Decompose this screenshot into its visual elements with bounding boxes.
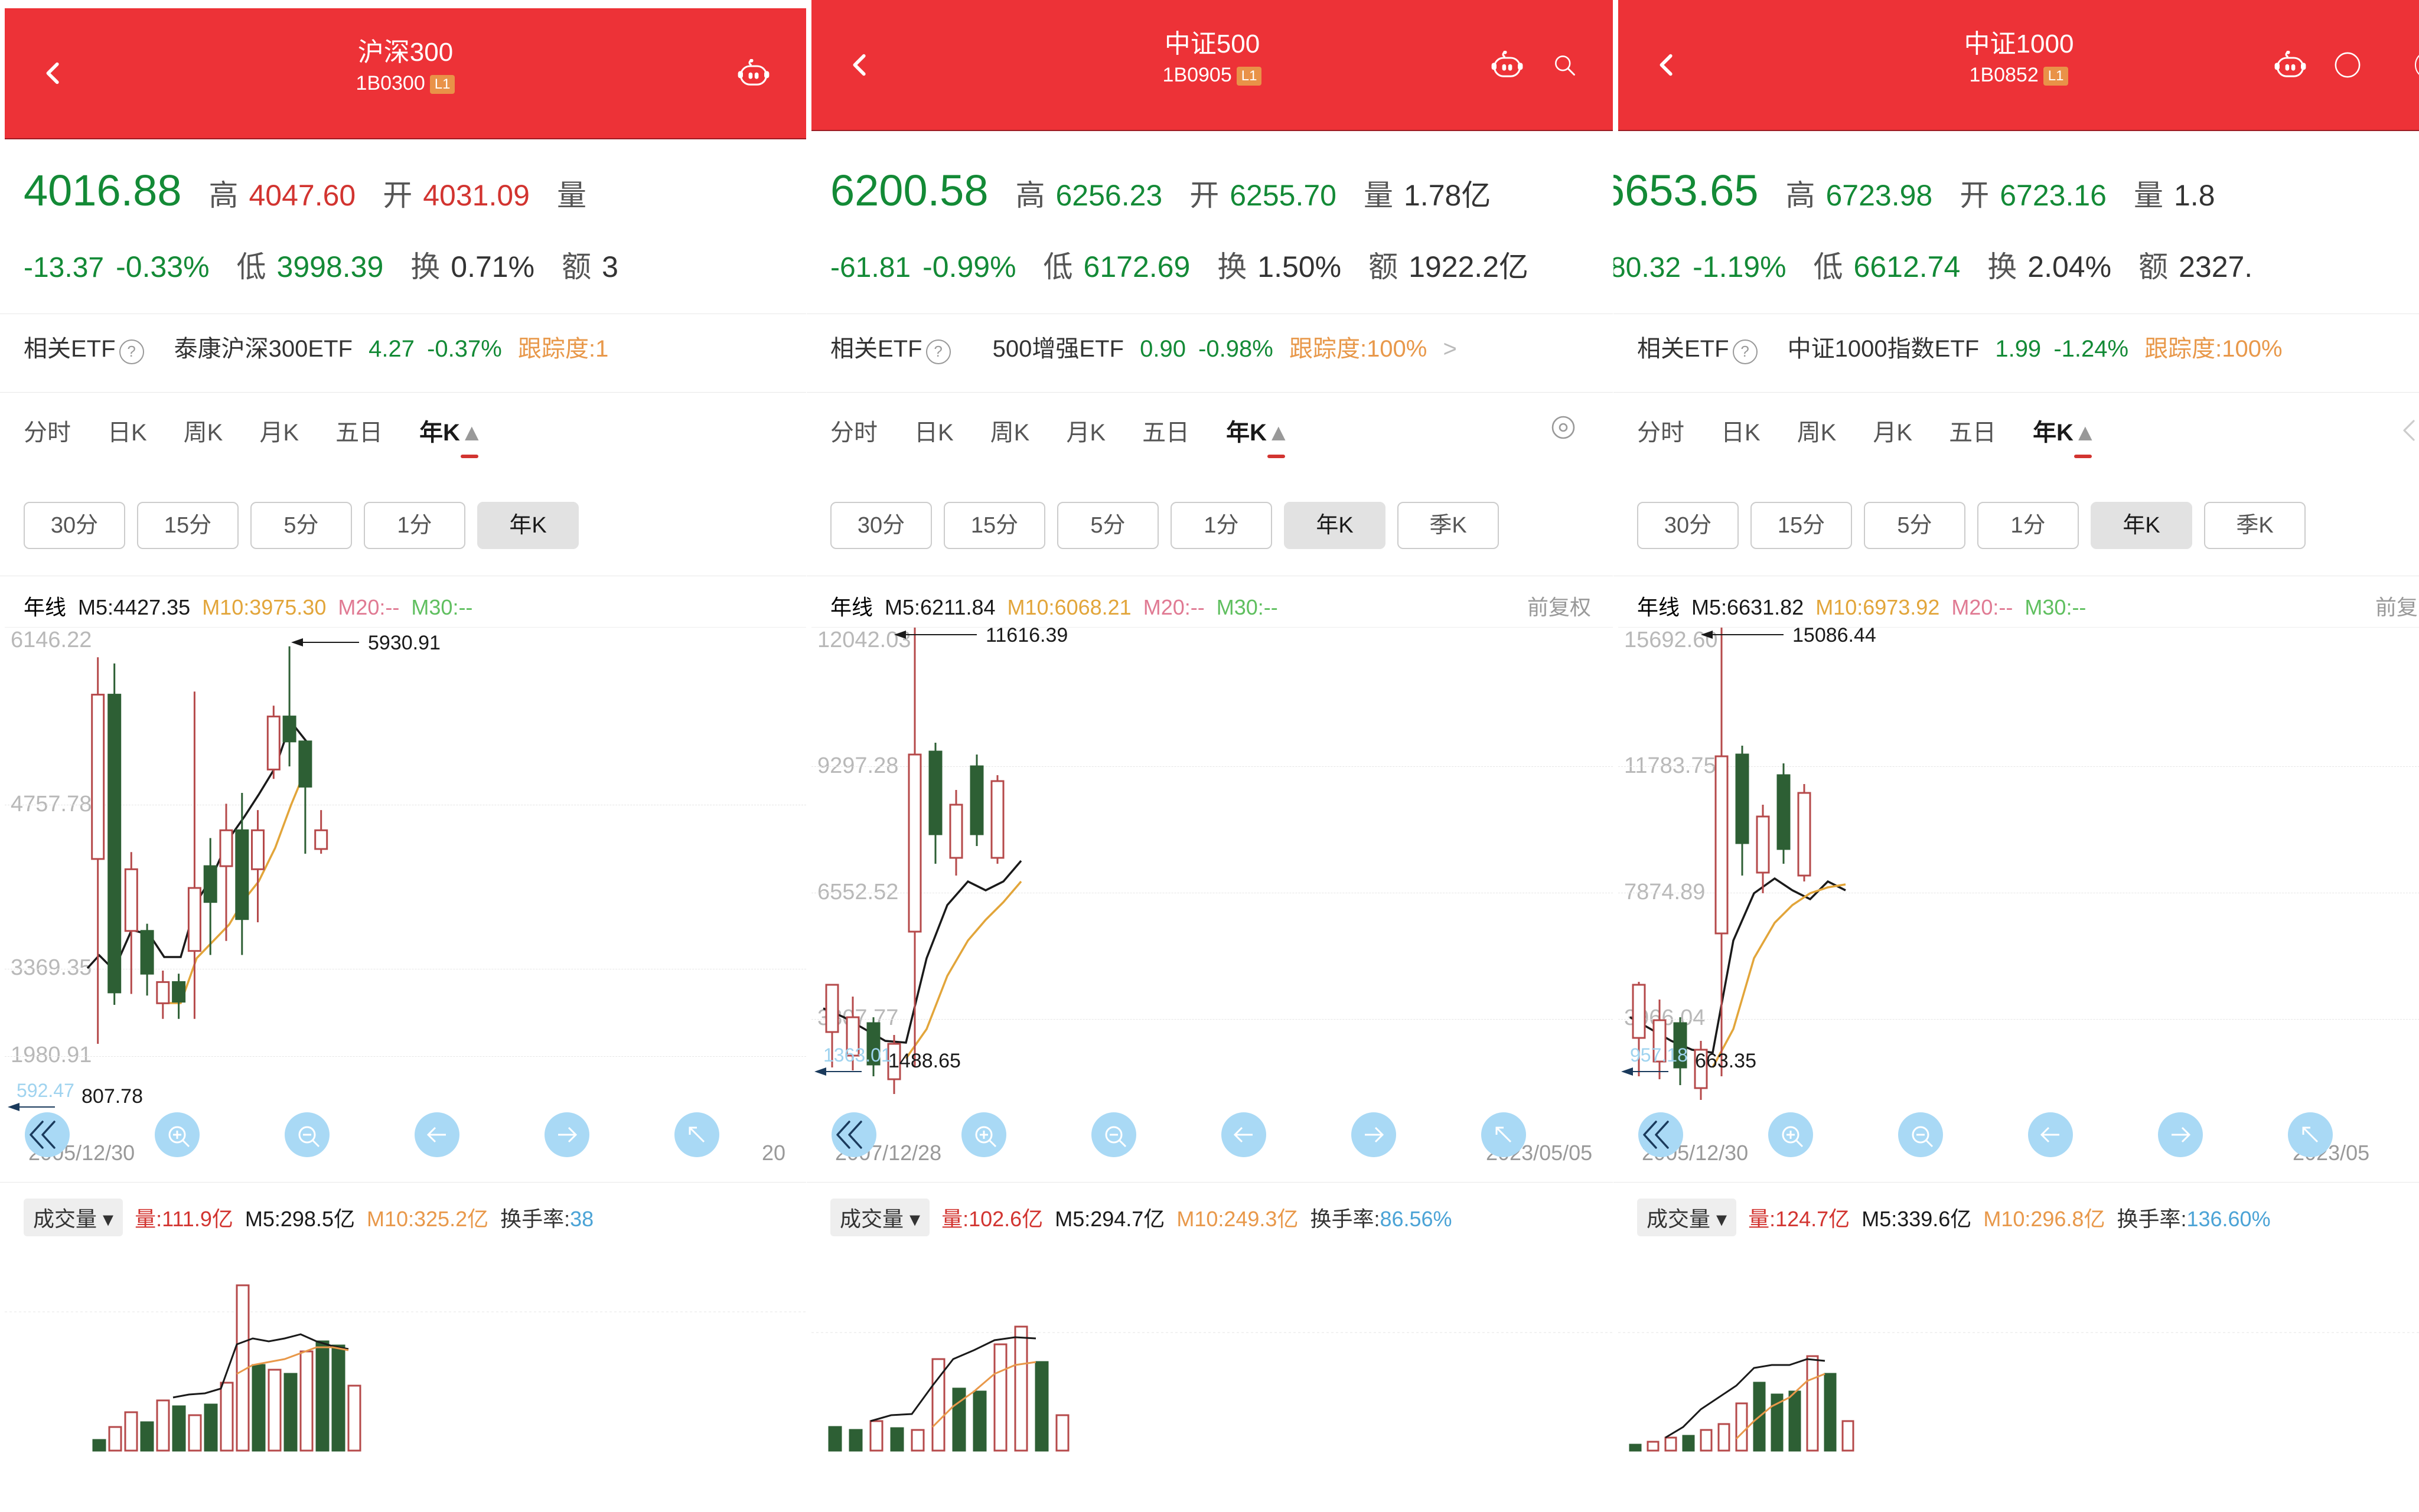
- svg-text:11616.39: 11616.39: [986, 628, 1068, 646]
- svg-text:1488.65: 1488.65: [888, 1050, 961, 1072]
- svg-text:1363.01: 1363.01: [823, 1044, 892, 1066]
- svg-text:807.78: 807.78: [81, 1085, 143, 1108]
- svg-text:15086.44: 15086.44: [1792, 628, 1876, 646]
- svg-text:957.18: 957.18: [1630, 1044, 1688, 1066]
- svg-text:592.47: 592.47: [17, 1080, 74, 1101]
- svg-text:663.35: 663.35: [1695, 1050, 1756, 1072]
- svg-text:5930.91: 5930.91: [368, 632, 441, 654]
